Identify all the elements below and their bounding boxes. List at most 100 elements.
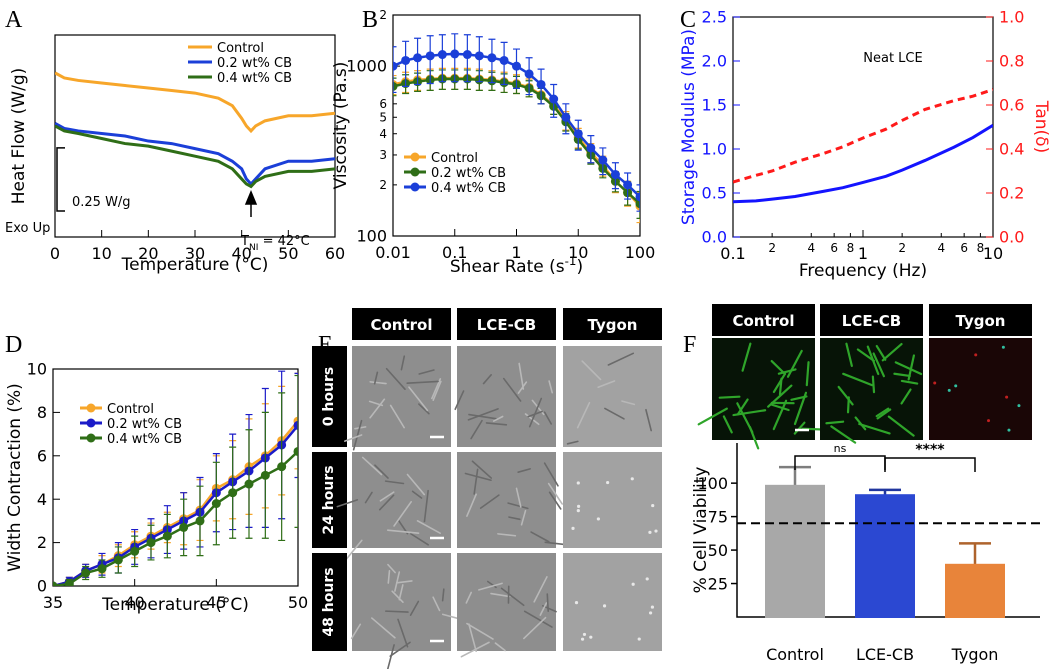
marker xyxy=(293,420,298,430)
row-header-box xyxy=(312,553,347,651)
image-header-box xyxy=(712,304,815,336)
x-tick-label: LCE-CB xyxy=(856,645,914,664)
cell xyxy=(648,530,652,534)
panel-letter: D xyxy=(5,332,22,358)
cell xyxy=(500,587,525,607)
x-axis-label: Frequency (Hz) xyxy=(799,261,927,281)
x-tick-label: 1 xyxy=(858,244,868,263)
marker xyxy=(462,50,472,60)
cell xyxy=(645,577,649,581)
error-bar xyxy=(959,542,991,565)
marker xyxy=(437,50,447,60)
cell xyxy=(507,502,529,510)
cell xyxy=(465,591,473,604)
cell xyxy=(842,372,874,387)
cell xyxy=(533,576,548,603)
cell xyxy=(748,426,760,450)
legend-label: 0.4 wt% CB xyxy=(107,432,182,447)
cell xyxy=(387,563,396,574)
cell xyxy=(1007,428,1011,432)
cell xyxy=(722,415,733,434)
cell xyxy=(539,602,548,616)
micrograph xyxy=(352,553,451,651)
cell xyxy=(607,352,635,366)
cell xyxy=(875,344,887,361)
bar xyxy=(765,484,825,619)
legend-label: 0.4 wt% CB xyxy=(431,181,506,196)
y-tick-label: 0.0 xyxy=(702,228,727,247)
cell xyxy=(486,580,497,589)
cell xyxy=(581,360,602,381)
annotation-part: T xyxy=(240,234,249,249)
y-tick-label: 2 xyxy=(37,533,47,552)
x-tick-label: 60 xyxy=(325,244,345,263)
x-tick-label: 0.01 xyxy=(375,243,411,262)
image-header: Tygon xyxy=(956,312,1006,330)
cell xyxy=(772,399,788,431)
series-line xyxy=(55,71,335,134)
cell xyxy=(494,642,506,652)
cell xyxy=(830,425,857,444)
y-tick-label: 1000 xyxy=(346,57,387,76)
cell xyxy=(432,596,441,612)
marker xyxy=(130,546,140,556)
cell xyxy=(770,359,787,376)
image-header: LCE-CB xyxy=(842,312,901,330)
marker xyxy=(586,143,596,153)
row-header: 0 hours xyxy=(321,367,337,426)
cell xyxy=(648,611,653,615)
y-tick-label: 8 xyxy=(37,403,47,422)
y2-tick-label: 0.6 xyxy=(999,96,1024,115)
cell xyxy=(523,616,547,640)
micrograph xyxy=(352,346,451,447)
cell xyxy=(872,352,886,378)
marker xyxy=(512,61,521,71)
cell xyxy=(654,529,658,533)
cell xyxy=(418,403,430,415)
error-bar xyxy=(636,192,640,224)
error-bar xyxy=(393,74,397,96)
panel-letter: A xyxy=(5,7,23,33)
x-axis-label-part: ) xyxy=(576,257,583,277)
marker xyxy=(179,522,189,532)
cell xyxy=(369,398,386,419)
marker xyxy=(598,155,608,165)
series-line xyxy=(55,124,335,189)
micrograph xyxy=(457,452,556,548)
column-header: LCE-CB xyxy=(477,316,536,334)
y-tick-label: 5 xyxy=(379,110,387,124)
legend-marker xyxy=(410,152,420,162)
series-line xyxy=(53,450,298,586)
x-tick-label: 50 xyxy=(278,244,298,263)
y2-tick-label: 0.2 xyxy=(999,184,1024,203)
marker xyxy=(499,55,509,65)
scale-bar xyxy=(56,147,65,212)
cell xyxy=(793,421,806,435)
cell xyxy=(387,569,391,584)
cell xyxy=(478,582,503,591)
cell xyxy=(393,500,412,527)
legend-label: Control xyxy=(107,402,154,417)
marker xyxy=(64,579,74,586)
x-tick-label: 8 xyxy=(847,241,855,255)
cell xyxy=(371,617,396,639)
panel-letter: F xyxy=(683,332,696,358)
plot-area xyxy=(55,71,335,189)
y-tick-label: 75 xyxy=(708,508,728,527)
x-tick-label: 1 xyxy=(511,243,521,262)
legend-marker xyxy=(410,167,420,177)
y-tick-label: 0.5 xyxy=(702,184,727,203)
cell xyxy=(523,610,553,628)
series-line xyxy=(733,123,993,204)
cell xyxy=(406,380,439,384)
cell xyxy=(1001,345,1005,349)
x-tick-label: 0.1 xyxy=(442,243,467,262)
cell xyxy=(468,413,497,420)
cell xyxy=(543,411,552,425)
cell xyxy=(398,584,404,601)
cell xyxy=(805,361,810,387)
cell xyxy=(770,403,790,412)
cell xyxy=(423,489,429,523)
cell xyxy=(471,460,493,479)
cell xyxy=(386,529,420,534)
